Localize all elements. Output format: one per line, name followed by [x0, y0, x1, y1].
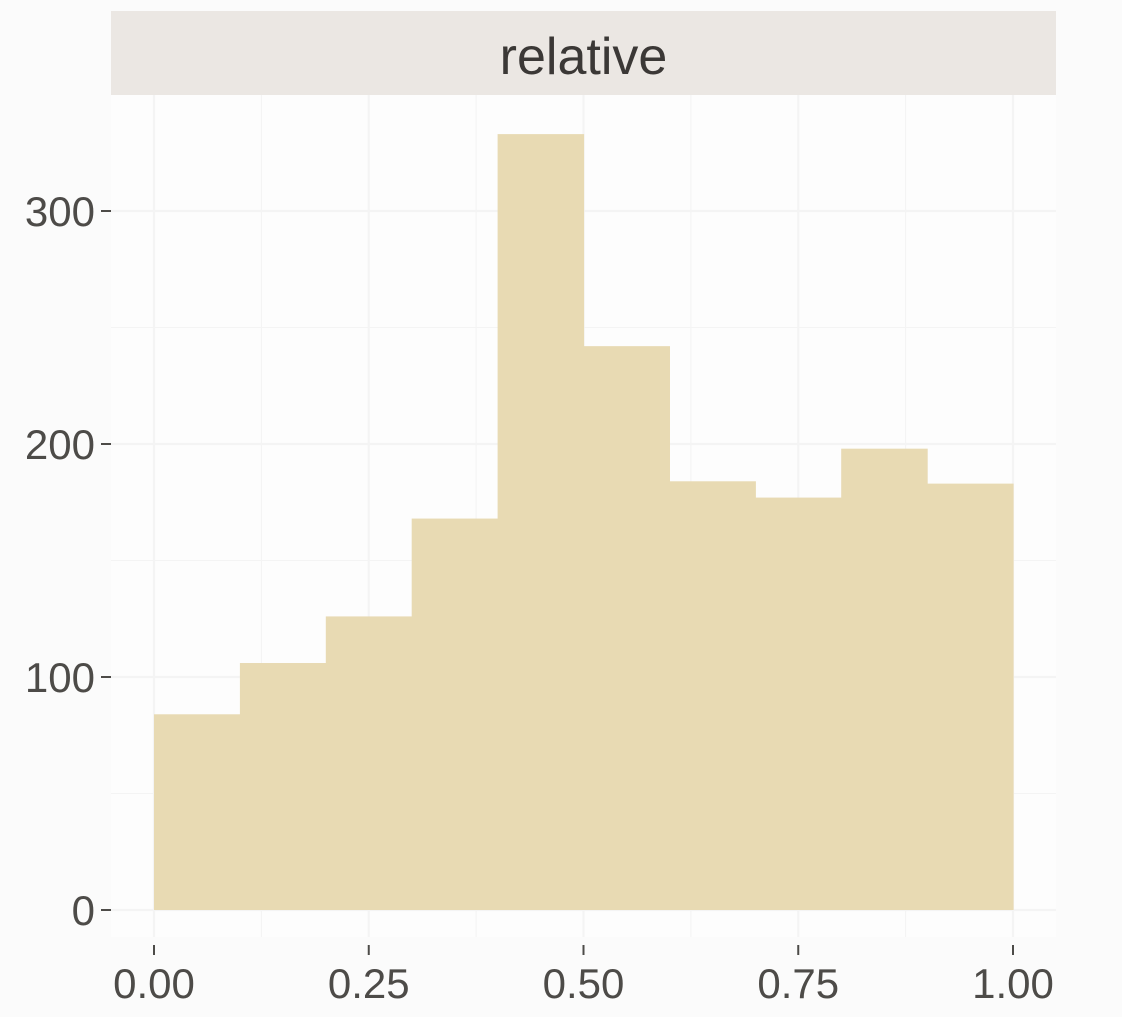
y-tick-label: 0 — [72, 887, 95, 934]
histogram-bar — [325, 616, 413, 910]
histogram-bar — [497, 134, 585, 911]
y-tick-label: 200 — [25, 421, 95, 468]
y-axis: 0 100 200 300 — [25, 188, 111, 934]
histogram-bar — [411, 518, 499, 910]
x-tick-label: 0.00 — [113, 960, 195, 1007]
x-tick-label: 0.75 — [757, 960, 839, 1007]
histogram-bar — [755, 497, 842, 910]
x-axis: 0.00 0.25 0.50 0.75 1.00 — [113, 945, 1054, 1007]
histogram-bar — [841, 448, 928, 910]
facet-strip — [111, 11, 1056, 95]
histogram-bar — [239, 663, 327, 910]
histogram-bar — [927, 483, 1014, 910]
x-tick-label: 0.25 — [328, 960, 410, 1007]
histogram-bar — [669, 481, 756, 910]
y-tick-label: 300 — [25, 188, 95, 235]
y-tick-label: 100 — [25, 654, 95, 701]
histogram-bar — [583, 346, 670, 910]
bars — [154, 134, 1014, 911]
x-tick-label: 1.00 — [972, 960, 1054, 1007]
x-tick-label: 0.50 — [543, 960, 625, 1007]
histogram-bar — [154, 714, 241, 910]
facet-strip-label: relative — [500, 28, 668, 86]
